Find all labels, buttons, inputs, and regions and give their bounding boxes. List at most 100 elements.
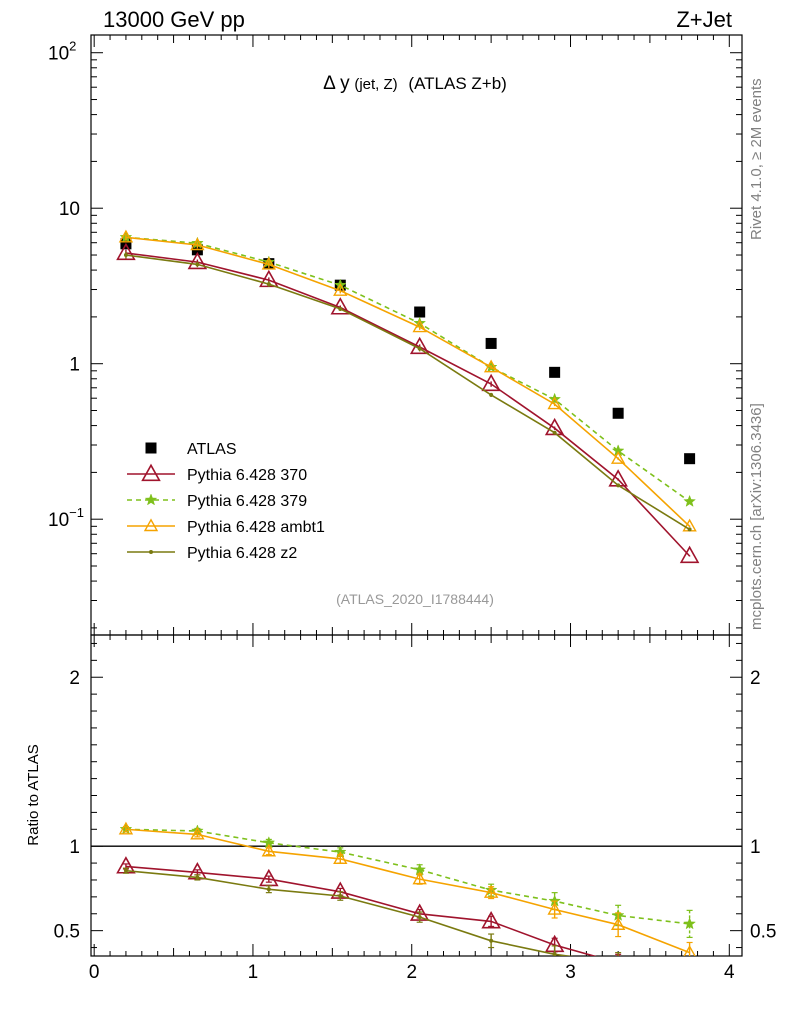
ratio-point-ambt1	[412, 871, 427, 885]
header-right-title: Z+Jet	[676, 7, 732, 32]
x-tick-label: 4	[724, 962, 735, 983]
y-tick-label: 102	[48, 39, 76, 65]
ratio-axes: 0 1 2 3 4 0.5 0.5 1 1 2 2	[54, 635, 776, 983]
y-tick-label-exp: −1	[69, 505, 84, 520]
point-p379	[683, 494, 696, 507]
legend-marker-p370	[141, 463, 161, 482]
point-z2	[489, 392, 494, 397]
y-tick-label: 1	[69, 355, 80, 376]
x-tick-label: 3	[565, 962, 576, 983]
point-p370	[116, 242, 136, 261]
y-tick-label-base: 1	[69, 355, 80, 376]
legend-marker-z2	[149, 550, 153, 554]
point-data	[414, 306, 426, 318]
point-z2	[417, 346, 422, 351]
ratio-point-z2	[616, 961, 620, 965]
x-tick-label: 2	[406, 962, 417, 983]
legend-marker-data	[145, 442, 157, 454]
x-tick-label: 1	[248, 962, 259, 983]
point-ambt1	[547, 396, 562, 410]
ratio-point-ambt1	[190, 826, 205, 840]
point-z2	[687, 527, 692, 532]
ratio-point-ambt1	[683, 944, 696, 956]
ratio-y-tick-label-right: 0.5	[750, 922, 776, 943]
ratio-point-ambt1	[547, 901, 562, 915]
ratio-point-ambt1	[118, 821, 134, 835]
legend-label-ambt1: Pythia 6.428 ambt1	[187, 519, 325, 536]
header-left-title: 13000 GeV pp	[103, 7, 245, 32]
point-z2	[266, 282, 271, 287]
ratio-y-tick-label-right: 1	[750, 837, 761, 858]
ratio-point-z2	[489, 938, 494, 943]
ratio-point-ambt1	[610, 917, 626, 930]
y-tick-label-exp: 2	[69, 39, 76, 54]
series-line-p370	[125, 252, 691, 557]
ratio-y-tick-label-right: 2	[750, 668, 761, 689]
point-ambt1	[412, 319, 427, 333]
point-p370	[481, 373, 501, 392]
legend-label-p379: Pythia 6.428 379	[187, 493, 307, 510]
point-data	[684, 453, 696, 465]
mcplots-label: mcplots.cern.ch [arXiv:1306.3436]	[748, 403, 765, 630]
point-ambt1	[190, 237, 205, 251]
ratio-point-z2	[688, 969, 692, 973]
point-ambt1	[333, 283, 348, 296]
main-title-suffix: (ATLAS Z+b)	[408, 74, 506, 93]
rivet-label: Rivet 4.1.0, ≥ 2M events	[748, 78, 765, 240]
y-tick-label: 10	[59, 199, 80, 220]
point-data	[485, 337, 497, 349]
point-p370	[330, 297, 351, 315]
point-data	[549, 366, 561, 378]
ratio-point-z2	[338, 894, 343, 899]
ratio-y-tick-label-left: 1	[69, 837, 80, 858]
point-ambt1	[261, 256, 277, 270]
ratio-point-ambt1	[261, 843, 277, 857]
analysis-watermark: (ATLAS_2020_I1788444)	[336, 591, 494, 607]
y-tick-label: 10−1	[48, 505, 84, 531]
point-z2	[195, 262, 200, 267]
main-title-main: Δ y	[323, 73, 350, 94]
legend-label-z2: Pythia 6.428 z2	[187, 545, 297, 562]
ratio-point-z2	[266, 887, 271, 892]
point-z2	[338, 306, 343, 311]
point-z2	[552, 430, 557, 435]
main-title: Δ y (jet, Z) (ATLAS Z+b)	[323, 73, 507, 94]
point-z2	[616, 483, 621, 488]
ratio-point-p370	[681, 971, 698, 986]
series-line-z2	[125, 254, 691, 531]
ratio-panel-frame	[90, 634, 743, 957]
series-line-p379	[125, 236, 691, 503]
ratio-point-ambt1	[483, 885, 499, 898]
point-ambt1	[610, 451, 626, 464]
y-tick-label-base: 10	[48, 44, 69, 65]
main-plot-area	[116, 229, 700, 564]
main-title-sub: (jet, Z)	[354, 76, 397, 93]
legend-label-p370: Pythia 6.428 370	[187, 467, 307, 484]
y-tick-label-base: 10	[59, 199, 80, 220]
ratio-line-ambt1	[125, 828, 690, 954]
x-tick-label: 0	[89, 962, 100, 983]
point-p370	[187, 251, 208, 270]
point-data	[612, 407, 624, 419]
ratio-point-z2	[195, 875, 200, 880]
legend-marker-p379	[144, 493, 158, 506]
ratio-point-p370	[481, 911, 501, 929]
ratio-point-z2	[552, 952, 557, 956]
ratio-y-tick-label-left: 0.5	[54, 922, 80, 943]
point-ambt1	[118, 229, 134, 243]
legend-marker-ambt1	[143, 518, 159, 532]
y-tick-label-base: 10	[48, 510, 69, 531]
legend: ATLAS Pythia 6.428 370 Pythia 6.428 379 Pyt…	[127, 441, 325, 562]
ratio-point-ambt1	[333, 851, 348, 865]
ratio-y-tick-label-left: 2	[69, 668, 80, 689]
ratio-point-p379	[683, 917, 696, 930]
point-z2	[123, 253, 128, 258]
legend-label-data: ATLAS	[187, 441, 237, 458]
point-ambt1	[483, 359, 499, 373]
ratio-point-z2	[123, 868, 128, 873]
ratio-ylabel: Ratio to ATLAS	[25, 744, 42, 845]
ratio-plot-area	[116, 821, 698, 986]
point-p370	[679, 545, 700, 564]
